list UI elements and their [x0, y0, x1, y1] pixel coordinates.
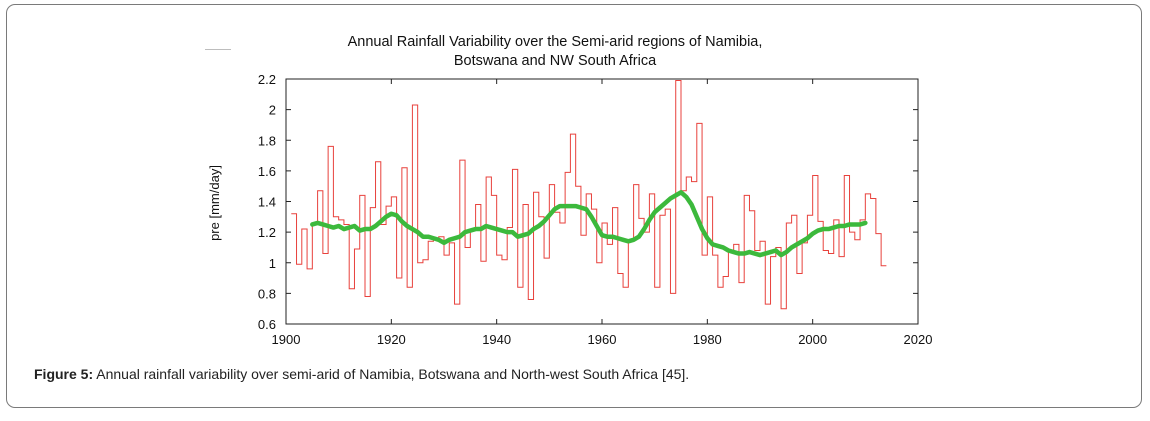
x-tick-label: 2020 [904, 332, 933, 347]
x-tick-label: 1940 [482, 332, 511, 347]
x-tick-label: 1920 [377, 332, 406, 347]
y-tick-label: 1.8 [258, 133, 276, 148]
caption-label: Figure 5: [34, 366, 94, 382]
axis-ticks: 0.6 0.8 1 1.2 1.4 1.6 1.8 2 2.2 1900 1920 1940 1960 1… [258, 72, 933, 347]
y-tick-label: 0.6 [258, 317, 276, 332]
y-tick-label: 1.6 [258, 164, 276, 179]
data-series [291, 80, 887, 310]
y-tick-label: 1.4 [258, 195, 276, 210]
y-tick-label: 2 [269, 103, 276, 118]
x-tick-label: 1980 [693, 332, 722, 347]
figure-caption: Figure 5: Annual rainfall variability ov… [34, 366, 689, 382]
chart-title-line1: Annual Rainfall Variability over the Sem… [348, 34, 763, 50]
y-axis-label: pre [mm/day] [207, 165, 222, 241]
y-tick-label: 2.2 [258, 72, 276, 87]
smoothed-rainfall-line [310, 190, 868, 258]
chart-title-line2: Botswana and NW South Africa [454, 53, 657, 69]
x-tick-label: 1900 [272, 332, 301, 347]
y-tick-label: 1.2 [258, 225, 276, 240]
x-tick-label: 1960 [588, 332, 617, 347]
y-tick-label: 0.8 [258, 286, 276, 301]
x-tick-label: 2000 [798, 332, 827, 347]
annual-rainfall-step-line [291, 80, 887, 310]
figure-top-rule [205, 49, 231, 50]
caption-text: Annual rainfall variability over semi-ar… [96, 366, 690, 382]
y-tick-label: 1 [269, 256, 276, 271]
